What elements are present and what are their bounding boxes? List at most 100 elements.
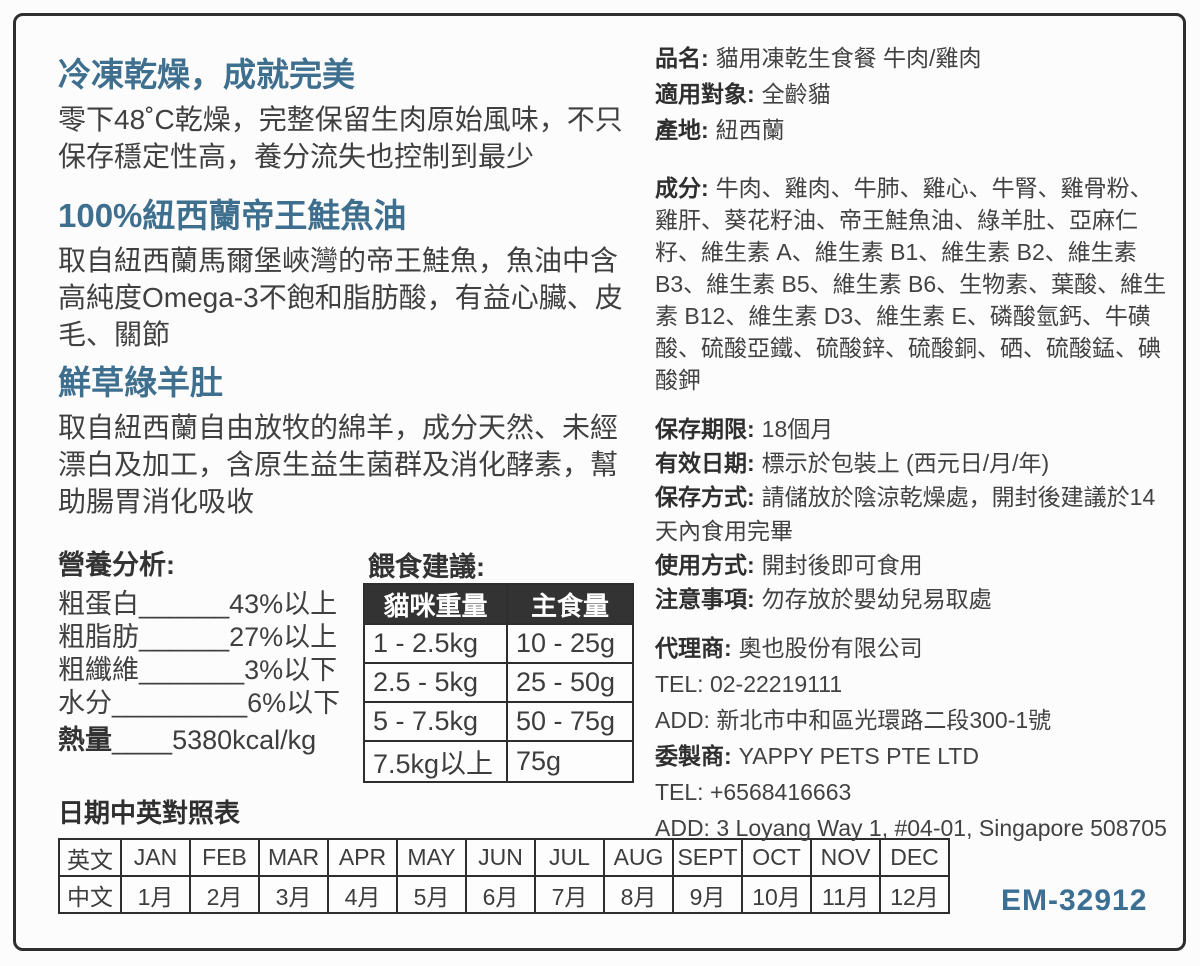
target-value: 全齡貓 [761,81,831,107]
section-body-salmon-oil: 取自紐西蘭馬爾堡峽灣的帝王鮭魚，魚油中含高純度Omega-3不飽和脂肪酸，有益心… [58,245,623,350]
section-body-freeze-dry: 零下48˚C乾燥，完整保留生肉原始風味，不只保存穩定性高，養分流失也控制到最少 [58,104,623,172]
agent-address-line: ADD: 新北市中和區光環路二段300-1號 [655,707,1052,733]
section-heading-green-tripe: 鮮草綠羊肚 [58,364,223,401]
month-cn: 4月 [327,875,398,914]
feeding-amount-cell: 75g [506,740,634,783]
month-cn: 6月 [465,875,536,914]
date-table-title: 日期中英對照表 [58,798,241,828]
month-cn: 1月 [120,875,191,914]
agent-label: 代理商: [655,635,732,661]
month-cn: 8月 [603,875,674,914]
feeding-row: 7.5kg以上 75g [363,740,634,783]
feeding-weight-cell: 7.5kg以上 [363,740,508,783]
energy-label: 熱量 [58,725,112,755]
caution-label: 注意事項: [655,586,755,612]
nutrition-row-protein: 粗蛋白______43%以上 [58,589,338,619]
feeding-header-cat-weight: 貓咪重量 [363,583,508,625]
usage-value: 開封後即可食用 [761,552,923,578]
storage-method-value: 請儲放於陰涼乾燥處，開封後建議於14天內食用完畢 [655,484,1156,544]
caution-line: 注意事項: 勿存放於嬰幼兒易取處 [655,582,1167,616]
expiry-label: 有效日期: [655,450,755,476]
date-conversion-table: 英文 JAN FEB MAR APR MAY JUN JUL AUG SEPT … [58,838,950,914]
maker-address-line: ADD: 3 Loyang Way 1, #04-01, Singapore 5… [655,815,1167,841]
date-row-label-english: 英文 [58,838,122,877]
month-en: SEPT [672,838,743,877]
target-label: 適用對象: [655,81,755,107]
month-en: DEC [879,838,950,877]
feeding-header-row: 貓咪重量 主食量 [363,583,634,625]
nutrition-row-fiber: 粗纖維_______3%以下 [58,655,338,685]
feeding-amount-cell: 25 - 50g [506,662,634,703]
feeding-weight-cell: 2.5 - 5kg [363,662,508,703]
date-row-label-chinese: 中文 [58,875,122,914]
origin-label: 產地: [655,117,709,143]
caution-value: 勿存放於嬰幼兒易取處 [761,586,992,612]
feeding-title: 餵食建議: [368,552,485,582]
month-en: FEB [189,838,260,877]
month-en: JAN [120,838,191,877]
month-cn: 2月 [189,875,260,914]
section-heading-salmon-oil: 100%紐西蘭帝王鮭魚油 [58,197,407,234]
date-chinese-row: 中文 1月 2月 3月 4月 5月 6月 7月 8月 9月 10月 11月 12… [58,875,950,914]
usage-line: 使用方式: 開封後即可食用 [655,548,1167,582]
agent-value: 奧也股份有限公司 [738,635,923,661]
section-salmon-oil: 100%紐西蘭帝王鮭魚油 取自紐西蘭馬爾堡峽灣的帝王鮭魚，魚油中含高純度Omeg… [58,196,643,353]
section-green-tripe: 鮮草綠羊肚 取自紐西蘭自由放牧的綿羊，成分天然、未經漂白及加工，含原生益生菌群及… [58,363,643,520]
month-en: AUG [603,838,674,877]
product-info-column: 品名: 貓用凍乾生食餐 牛肉/雞肉 適用對象: 全齡貓 產地: 紐西蘭 成分: 牛肉、雞… [655,40,1167,846]
feeding-row: 1 - 2.5kg 10 - 25g [363,623,634,664]
ingredients-paragraph: 成分: 牛肉、雞肉、牛肺、雞心、牛腎、雞骨粉、雞肝、葵花籽油、帝王鮭魚油、綠羊肚、… [655,172,1167,396]
ingredients-label: 成分: [655,175,709,201]
product-name-line: 品名: 貓用凍乾生食餐 牛肉/雞肉 [655,40,1167,76]
product-block: 品名: 貓用凍乾生食餐 牛肉/雞肉 適用對象: 全齡貓 產地: 紐西蘭 [655,40,1167,148]
nutrition-row-fat: 粗脂肪______27%以上 [58,622,338,652]
feeding-row: 5 - 7.5kg 50 - 75g [363,701,634,742]
feeding-table: 貓咪重量 主食量 1 - 2.5kg 10 - 25g 2.5 - 5kg 25… [363,583,634,783]
expiry-value: 標示於包裝上 (西元日/月/年) [761,450,1050,476]
nutrition-row-moisture: 水分_________6%以下 [58,688,341,718]
month-cn: 9月 [672,875,743,914]
nutrition-rows: 粗蛋白______43%以上 粗脂肪______27%以上 粗纖維_______… [58,588,358,720]
product-name-value: 貓用凍乾生食餐 牛肉/雞肉 [715,45,982,71]
maker-tel-line: TEL: +6568416663 [655,779,852,805]
agent-line: 代理商: 奧也股份有限公司 [655,630,1167,666]
ingredients-value: 牛肉、雞肉、牛肺、雞心、牛腎、雞骨粉、雞肝、葵花籽油、帝王鮭魚油、綠羊肚、亞麻仁… [655,175,1167,393]
shelf-life-value: 18個月 [761,416,834,442]
product-name-label: 品名: [655,45,709,71]
month-cn: 3月 [258,875,329,914]
target-line: 適用對象: 全齡貓 [655,76,1167,112]
month-en: JUN [465,838,536,877]
month-en: JUL [534,838,605,877]
month-cn: 5月 [396,875,467,914]
feeding-weight-cell: 5 - 7.5kg [363,701,508,742]
month-cn: 10月 [741,875,812,914]
distributor-block: 代理商: 奧也股份有限公司 TEL: 02-22219111 ADD: 新北市中和… [655,630,1167,846]
month-en: OCT [741,838,812,877]
month-en: NOV [810,838,881,877]
usage-label: 使用方式: [655,552,755,578]
storage-method-label: 保存方式: [655,484,755,510]
feeding-amount-cell: 10 - 25g [506,623,634,664]
month-en: MAY [396,838,467,877]
maker-value: YAPPY PETS PTE LTD [738,743,979,769]
feeding-header-food-amount: 主食量 [506,583,634,625]
date-english-row: 英文 JAN FEB MAR APR MAY JUN JUL AUG SEPT … [58,838,950,877]
storage-method-line: 保存方式: 請儲放於陰涼乾燥處，開封後建議於14天內食用完畢 [655,480,1167,548]
month-cn: 11月 [810,875,881,914]
maker-line: 委製商: YAPPY PETS PTE LTD [655,738,1167,774]
month-en: APR [327,838,398,877]
nutrition-title: 營養分析: [58,550,175,580]
feeding-weight-cell: 1 - 2.5kg [363,623,508,664]
maker-label: 委製商: [655,743,732,769]
feeding-amount-cell: 50 - 75g [506,701,634,742]
feeding-row: 2.5 - 5kg 25 - 50g [363,662,634,703]
section-body-green-tripe: 取自紐西蘭自由放牧的綿羊，成分天然、未經漂白及加工，含原生益生菌群及消化酵素，幫… [58,412,619,517]
month-cn: 7月 [534,875,605,914]
shelf-life-label: 保存期限: [655,416,755,442]
agent-tel-line: TEL: 02-22219111 [655,671,843,697]
origin-line: 產地: 紐西蘭 [655,112,1167,148]
energy-line: 熱量____5380kcal/kg [58,718,316,757]
energy-value: ____5380kcal/kg [112,725,317,755]
shelf-life-line: 保存期限: 18個月 [655,412,1167,446]
